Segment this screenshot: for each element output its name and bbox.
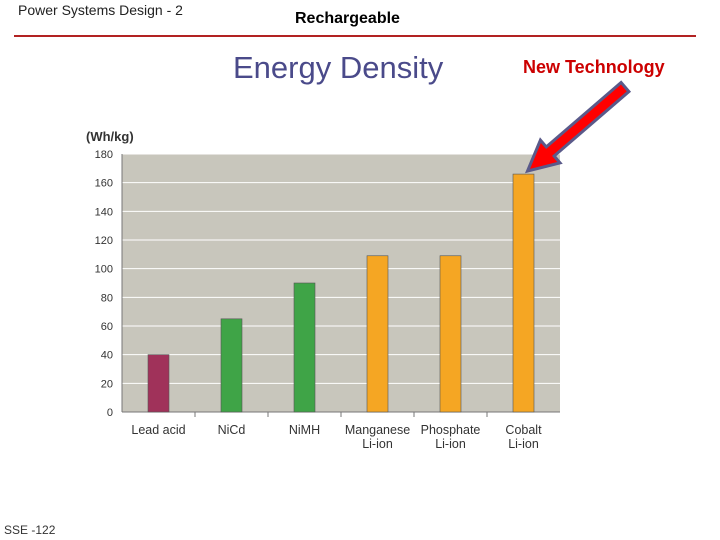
- plot-background: [122, 154, 560, 412]
- bar: [366, 255, 389, 413]
- y-tick-label: 60: [101, 321, 113, 333]
- chart-layer: 0 20 40 60 80 100 120 140 160 180 (Wh/kg) Lead acid…: [86, 80, 632, 451]
- slide-code: SSE -122: [4, 523, 56, 537]
- x-tick-label: Li-ion: [362, 437, 393, 451]
- y-tick-label: 0: [107, 407, 113, 419]
- callout-arrow: [524, 80, 632, 174]
- x-tick-label: Li-ion: [435, 437, 466, 451]
- y-axis-label: (Wh/kg): [86, 129, 134, 144]
- x-tick-label: Cobalt: [505, 423, 542, 437]
- x-tick-label: Manganese: [345, 423, 410, 437]
- x-tick-label: Li-ion: [508, 437, 539, 451]
- y-tick-label: 80: [101, 292, 113, 304]
- y-tick-label: 40: [101, 350, 113, 362]
- bar: [220, 318, 243, 413]
- x-tick-label: Phosphate: [421, 423, 481, 437]
- y-tick-label: 120: [95, 235, 113, 247]
- y-tick-label: 180: [95, 149, 113, 161]
- header-rule: [14, 35, 696, 37]
- topic-heading: Rechargeable: [295, 10, 400, 27]
- x-tick-label: NiCd: [218, 423, 246, 437]
- bar: [512, 173, 535, 413]
- x-tick-label: NiMH: [289, 423, 320, 437]
- x-tick-label: Lead acid: [131, 423, 185, 437]
- course-title: Power Systems Design - 2: [18, 2, 183, 18]
- y-tick-label: 100: [95, 264, 113, 276]
- y-tick-label: 20: [101, 378, 113, 390]
- y-tick-label: 140: [95, 206, 113, 218]
- new-technology-callout: New Technology: [523, 57, 665, 77]
- bar: [147, 354, 170, 413]
- slide-title: Energy Density: [233, 50, 444, 85]
- bar: [439, 255, 462, 413]
- bar: [293, 282, 316, 413]
- y-tick-label: 160: [95, 178, 113, 190]
